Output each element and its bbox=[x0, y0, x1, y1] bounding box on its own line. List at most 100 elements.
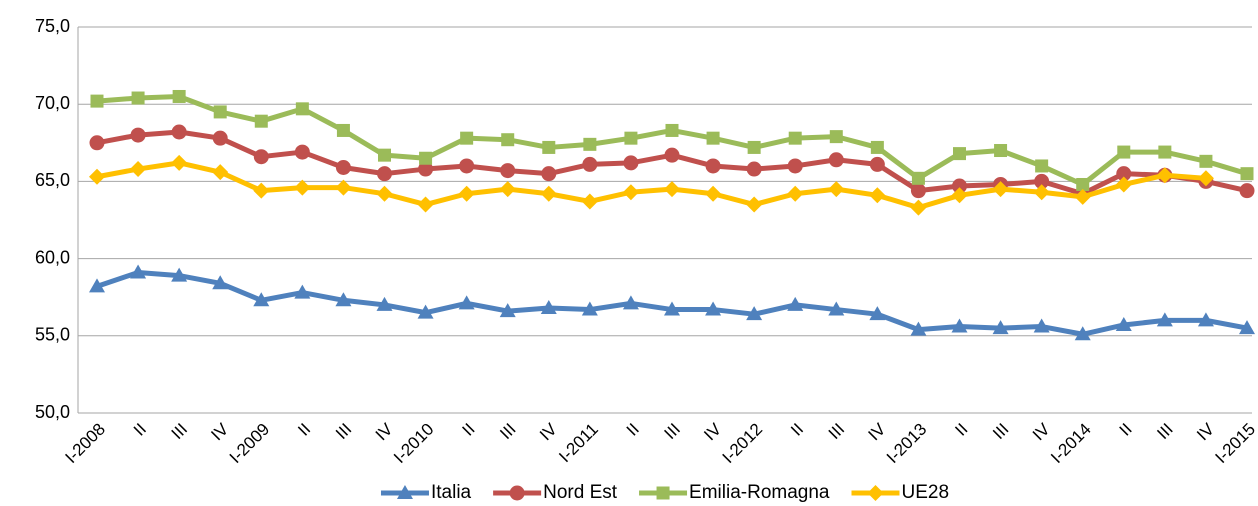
y-tick-label: 70,0 bbox=[35, 93, 70, 113]
x-tick-label: II bbox=[294, 420, 314, 440]
marker bbox=[951, 187, 968, 204]
x-tick-label: II bbox=[951, 420, 971, 440]
marker bbox=[295, 102, 309, 116]
marker bbox=[992, 320, 1009, 335]
marker bbox=[664, 147, 680, 163]
marker bbox=[581, 193, 598, 210]
marker bbox=[376, 185, 393, 202]
x-tick-label: IV bbox=[865, 419, 890, 444]
x-tick-label: I-2009 bbox=[226, 420, 274, 468]
legend-marker bbox=[656, 486, 670, 500]
marker bbox=[1117, 145, 1131, 159]
marker bbox=[706, 131, 720, 145]
marker bbox=[417, 304, 434, 319]
x-tick-label: IV bbox=[1029, 419, 1054, 444]
marker bbox=[583, 137, 597, 151]
marker bbox=[541, 166, 557, 182]
marker bbox=[376, 296, 393, 311]
marker bbox=[294, 179, 311, 196]
x-tick-label: III bbox=[661, 420, 684, 443]
marker bbox=[910, 183, 926, 199]
marker bbox=[622, 295, 639, 310]
marker bbox=[335, 179, 352, 196]
marker bbox=[664, 181, 680, 198]
marker bbox=[910, 199, 927, 216]
marker bbox=[501, 133, 515, 147]
x-tick-label: I-2011 bbox=[555, 420, 602, 467]
x-tick-label: I-2010 bbox=[390, 420, 438, 468]
marker bbox=[212, 130, 228, 146]
legend-label: Italia bbox=[431, 482, 472, 503]
marker bbox=[253, 182, 270, 199]
marker bbox=[253, 149, 269, 165]
marker bbox=[89, 278, 105, 293]
y-tick-label: 75,0 bbox=[35, 16, 70, 36]
marker bbox=[294, 284, 311, 299]
marker bbox=[171, 154, 188, 171]
x-tick-label: IV bbox=[207, 419, 232, 444]
legend-label: UE28 bbox=[901, 482, 949, 503]
marker bbox=[458, 295, 475, 310]
marker bbox=[1076, 177, 1090, 191]
marker bbox=[705, 185, 722, 202]
marker bbox=[1035, 159, 1049, 173]
marker bbox=[90, 94, 104, 108]
marker bbox=[869, 306, 886, 321]
marker bbox=[1116, 166, 1132, 182]
marker bbox=[417, 196, 434, 213]
marker bbox=[953, 147, 966, 161]
marker bbox=[418, 161, 434, 177]
marker bbox=[1074, 188, 1091, 205]
x-tick-label: II bbox=[1116, 420, 1136, 440]
series-line bbox=[96, 160, 1207, 211]
marker bbox=[212, 164, 229, 181]
legend-label: Nord Est bbox=[543, 482, 618, 503]
y-tick-label: 55,0 bbox=[35, 325, 70, 345]
marker bbox=[335, 292, 352, 307]
x-tick-label: III bbox=[825, 420, 848, 443]
marker bbox=[377, 166, 392, 182]
legend-item: Emilia-Romagna bbox=[639, 482, 830, 503]
marker bbox=[992, 181, 1009, 198]
marker bbox=[130, 161, 147, 178]
y-tick-label: 60,0 bbox=[35, 247, 70, 267]
x-tick-label: III bbox=[496, 420, 519, 443]
marker bbox=[910, 321, 927, 336]
marker bbox=[131, 91, 145, 105]
marker bbox=[294, 144, 310, 160]
marker bbox=[1033, 318, 1050, 333]
marker bbox=[172, 89, 186, 103]
marker bbox=[788, 131, 802, 145]
marker bbox=[1074, 326, 1091, 341]
marker bbox=[1033, 184, 1050, 201]
marker bbox=[1156, 312, 1173, 327]
legend-item: Italia bbox=[380, 482, 472, 503]
marker bbox=[500, 163, 516, 179]
x-tick-label: IV bbox=[700, 419, 725, 444]
x-tick-label: III bbox=[989, 420, 1012, 443]
legend-item: Nord Est bbox=[493, 482, 618, 503]
marker bbox=[378, 148, 391, 162]
marker bbox=[747, 140, 761, 154]
x-tick-label: II bbox=[130, 420, 150, 440]
marker bbox=[460, 131, 474, 145]
marker bbox=[746, 196, 763, 213]
marker bbox=[951, 318, 968, 333]
x-tick-label: II bbox=[459, 420, 479, 440]
marker bbox=[253, 292, 270, 307]
marker bbox=[994, 144, 1008, 158]
marker bbox=[499, 181, 516, 198]
marker bbox=[705, 158, 721, 174]
marker bbox=[1199, 154, 1213, 168]
marker bbox=[540, 300, 557, 315]
marker bbox=[336, 123, 350, 137]
marker bbox=[828, 152, 844, 168]
marker bbox=[254, 114, 268, 128]
series-line bbox=[96, 93, 1248, 187]
marker bbox=[828, 301, 845, 316]
marker bbox=[828, 181, 845, 198]
y-tick-label: 65,0 bbox=[35, 170, 70, 190]
x-tick-label: III bbox=[168, 420, 191, 443]
y-tick-label: 50,0 bbox=[35, 402, 70, 422]
